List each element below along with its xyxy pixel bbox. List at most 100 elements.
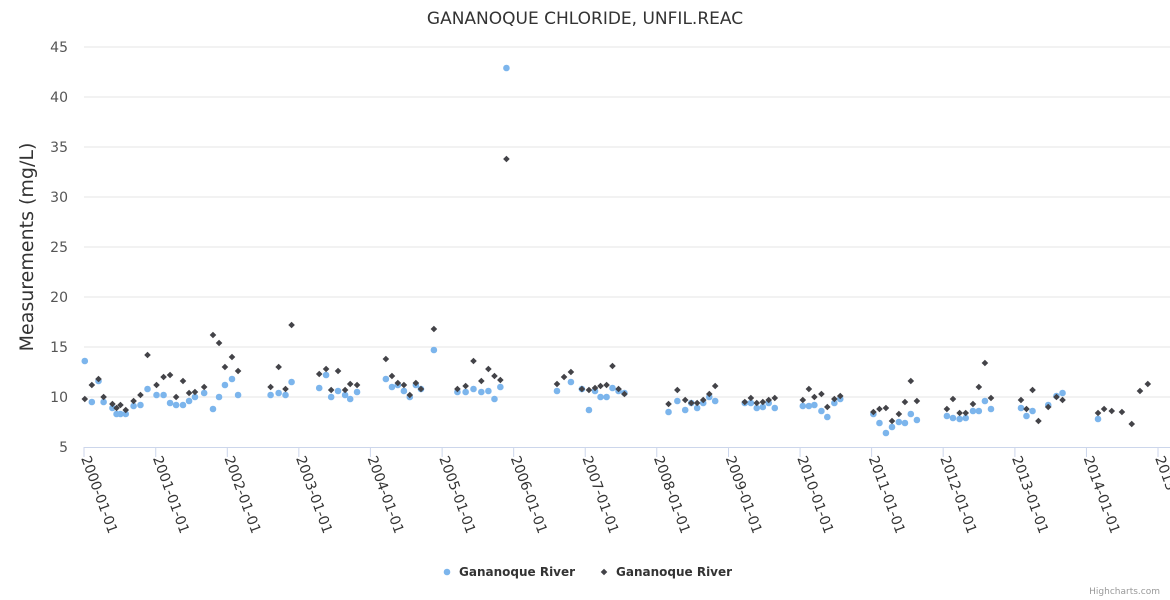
data-point-circle[interactable]	[1029, 407, 1036, 415]
data-point-diamond[interactable]	[836, 392, 844, 400]
data-point-circle[interactable]	[956, 415, 963, 423]
data-point-diamond[interactable]	[191, 388, 199, 396]
data-point-diamond[interactable]	[394, 379, 402, 387]
data-point-circle[interactable]	[462, 388, 469, 396]
data-point-circle[interactable]	[160, 391, 167, 399]
data-point-circle[interactable]	[987, 405, 995, 413]
data-point-diamond[interactable]	[591, 384, 599, 392]
data-point-diamond[interactable]	[388, 372, 396, 380]
data-point-diamond[interactable]	[1044, 403, 1052, 411]
data-point-diamond[interactable]	[1108, 407, 1116, 415]
data-point-circle[interactable]	[799, 402, 807, 410]
data-point-diamond[interactable]	[412, 379, 420, 387]
data-point-diamond[interactable]	[267, 383, 274, 391]
data-point-diamond[interactable]	[621, 390, 628, 398]
data-point-diamond[interactable]	[478, 377, 485, 385]
data-point-diamond[interactable]	[234, 367, 242, 375]
data-point-diamond[interactable]	[288, 321, 295, 329]
data-point-diamond[interactable]	[578, 385, 586, 393]
data-point-diamond[interactable]	[485, 365, 492, 373]
data-point-circle[interactable]	[185, 397, 193, 405]
data-point-circle[interactable]	[122, 410, 130, 418]
data-point-circle[interactable]	[943, 412, 951, 420]
data-point-diamond[interactable]	[334, 367, 342, 375]
data-point-circle[interactable]	[949, 414, 957, 422]
data-point-circle[interactable]	[805, 402, 813, 410]
data-point-diamond[interactable]	[215, 339, 223, 347]
data-point-diamond[interactable]	[956, 409, 963, 417]
data-point-circle[interactable]	[144, 385, 151, 393]
data-point-diamond[interactable]	[109, 400, 116, 408]
data-point-diamond[interactable]	[597, 382, 604, 390]
data-point-diamond[interactable]	[322, 365, 330, 373]
data-point-circle[interactable]	[234, 391, 242, 399]
data-point-diamond[interactable]	[741, 398, 749, 406]
data-point-diamond[interactable]	[122, 406, 130, 414]
data-point-circle[interactable]	[888, 423, 896, 431]
data-point-diamond[interactable]	[282, 385, 289, 393]
data-point-circle[interactable]	[981, 397, 989, 405]
data-point-diamond[interactable]	[759, 398, 767, 406]
data-point-circle[interactable]	[346, 395, 354, 403]
data-point-circle[interactable]	[179, 401, 187, 409]
data-point-diamond[interactable]	[1017, 396, 1025, 404]
data-point-diamond[interactable]	[346, 380, 354, 388]
data-point-diamond[interactable]	[95, 375, 102, 383]
data-point-diamond[interactable]	[341, 386, 349, 394]
data-point-diamond[interactable]	[567, 368, 575, 376]
data-point-diamond[interactable]	[462, 382, 469, 390]
data-point-diamond[interactable]	[1029, 386, 1036, 394]
data-point-diamond[interactable]	[327, 386, 335, 394]
data-point-circle[interactable]	[130, 402, 137, 410]
data-point-diamond[interactable]	[747, 394, 755, 402]
data-point-circle[interactable]	[711, 397, 719, 405]
data-point-diamond[interactable]	[824, 403, 831, 411]
data-point-diamond[interactable]	[987, 394, 995, 402]
data-point-circle[interactable]	[172, 401, 180, 409]
data-point-circle[interactable]	[400, 387, 408, 395]
data-point-diamond[interactable]	[454, 385, 461, 393]
data-point-diamond[interactable]	[615, 385, 622, 393]
data-point-circle[interactable]	[109, 404, 116, 412]
data-point-circle[interactable]	[603, 393, 610, 401]
data-point-diamond[interactable]	[895, 410, 903, 418]
data-point-circle[interactable]	[771, 404, 779, 412]
data-point-circle[interactable]	[1094, 415, 1102, 423]
data-point-diamond[interactable]	[706, 390, 713, 398]
data-point-circle[interactable]	[117, 410, 124, 418]
data-point-circle[interactable]	[322, 371, 330, 379]
data-point-circle[interactable]	[811, 401, 818, 409]
data-point-circle[interactable]	[895, 418, 903, 426]
data-point-diamond[interactable]	[870, 408, 877, 416]
data-point-circle[interactable]	[382, 375, 390, 383]
data-point-circle[interactable]	[200, 389, 208, 397]
data-point-diamond[interactable]	[805, 385, 813, 393]
data-point-circle[interactable]	[353, 388, 361, 396]
data-point-circle[interactable]	[503, 64, 510, 72]
data-point-diamond[interactable]	[417, 385, 425, 393]
data-point-circle[interactable]	[341, 391, 349, 399]
data-point-diamond[interactable]	[166, 371, 174, 379]
data-point-diamond[interactable]	[687, 399, 695, 407]
data-point-diamond[interactable]	[949, 395, 957, 403]
data-point-circle[interactable]	[1023, 412, 1030, 420]
data-point-diamond[interactable]	[117, 401, 124, 409]
data-point-diamond[interactable]	[153, 381, 160, 389]
data-point-circle[interactable]	[753, 404, 761, 412]
data-point-diamond[interactable]	[1094, 409, 1102, 417]
data-point-diamond[interactable]	[818, 390, 825, 398]
data-point-circle[interactable]	[485, 387, 492, 395]
data-point-circle[interactable]	[275, 389, 282, 397]
data-point-circle[interactable]	[327, 393, 335, 401]
data-point-diamond[interactable]	[1035, 417, 1042, 425]
data-point-circle[interactable]	[759, 403, 767, 411]
data-point-circle[interactable]	[315, 384, 323, 392]
data-point-circle[interactable]	[100, 398, 107, 406]
data-point-diamond[interactable]	[969, 400, 977, 408]
data-point-diamond[interactable]	[981, 359, 989, 367]
data-point-diamond[interactable]	[693, 399, 701, 407]
data-point-diamond[interactable]	[228, 353, 236, 361]
data-point-circle[interactable]	[497, 383, 504, 391]
data-point-circle[interactable]	[901, 419, 909, 427]
data-point-diamond[interactable]	[275, 363, 282, 371]
